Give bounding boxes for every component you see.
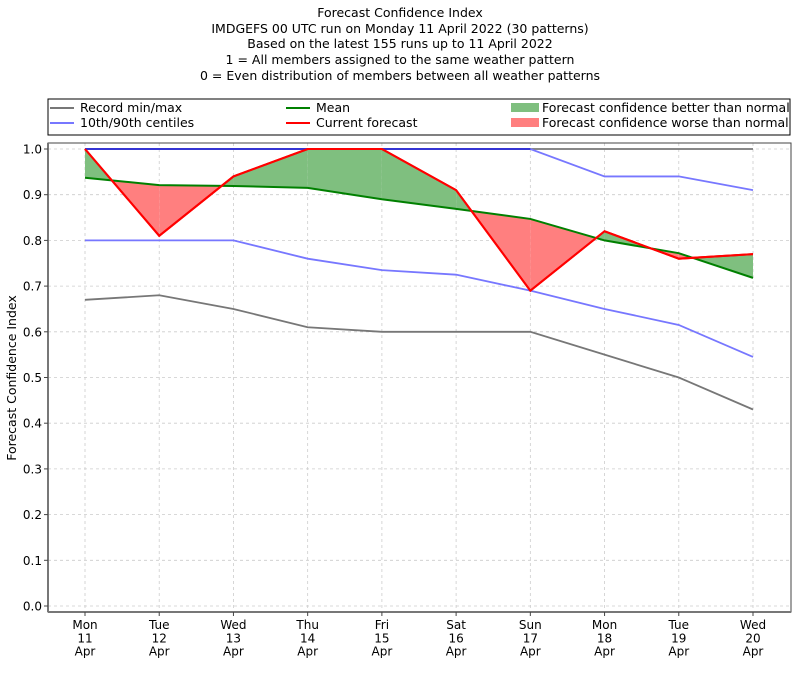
x-tick-label-month: Apr [75, 645, 96, 659]
legend-label-current-forecast: Current forecast [316, 115, 418, 130]
y-tick-label: 0.2 [23, 508, 42, 522]
x-tick-label-month: Apr [520, 645, 541, 659]
fill-better-than-normal [233, 149, 308, 188]
y-tick-label: 0.9 [23, 188, 42, 202]
x-tick-label-month: Apr [149, 645, 170, 659]
fill-better-than-normal [381, 149, 457, 209]
fill-worse-than-normal [530, 218, 597, 291]
x-tick-label-month: Apr [297, 645, 318, 659]
x-tick-label-date: 17 [523, 631, 538, 645]
line-current-forecast-top [84, 148, 754, 293]
chart-subtitle-run: IMDGEFS 00 UTC run on Monday 11 April 20… [211, 20, 589, 36]
legend-label-record-min-max: Record min/max [80, 100, 182, 115]
axes: 0.00.10.20.30.40.50.60.70.80.91.0Mon11Ap… [23, 142, 792, 659]
legend-box [47, 98, 791, 136]
x-tick-label-day: Thu [295, 618, 319, 632]
x-tick-label-day: Sun [519, 618, 542, 632]
chart-subtitle-one-meaning: 1 = All members assigned to the same wea… [225, 52, 575, 68]
chart-title: Forecast Confidence Index [317, 5, 483, 20]
legend-label-10th-90th-centiles: 10th/90th centiles [80, 115, 194, 130]
chart-subtitle-zero-meaning: 0 = Even distribution of members between… [199, 67, 601, 83]
x-tick-label-day: Mon [72, 618, 97, 632]
chart-subtitle-basis: Based on the latest 155 runs up to 11 Ap… [247, 36, 553, 52]
x-tick-label-month: Apr [446, 645, 467, 659]
x-tick-label-day: Wed [740, 618, 766, 632]
y-axis-label: Forecast Confidence Index [4, 295, 19, 461]
legend-swatch-forecast-confidence-worse-than-normal [511, 118, 539, 127]
x-tick-label-date: 18 [597, 631, 612, 645]
y-tick-label: 0.0 [23, 600, 42, 614]
x-tick-label-month: Apr [223, 645, 244, 659]
legend-label-mean: Mean [316, 100, 350, 115]
x-tick-label-month: Apr [743, 645, 764, 659]
x-tick-label-date: 14 [300, 631, 315, 645]
x-tick-label-day: Fri [375, 618, 389, 632]
y-tick-label: 0.6 [23, 325, 42, 339]
chart-title-block: Forecast Confidence Index IMDGEFS 00 UTC… [0, 5, 800, 84]
x-tick-label-date: 12 [152, 631, 167, 645]
x-tick-label-date: 19 [671, 631, 686, 645]
x-tick-label-day: Mon [592, 618, 617, 632]
legend-label-forecast-confidence-better-than-normal: Forecast confidence better than normal [542, 100, 790, 115]
line-record-min [84, 294, 754, 411]
y-tick-label: 0.5 [23, 371, 42, 385]
x-tick-label-day: Sat [446, 618, 466, 632]
line-mean [84, 176, 754, 279]
legend-label-forecast-confidence-worse-than-normal: Forecast confidence worse than normal [542, 115, 789, 130]
x-tick-label-date: 13 [226, 631, 241, 645]
y-tick-label: 1.0 [23, 143, 42, 157]
legend-swatch-forecast-confidence-better-than-normal [511, 103, 539, 112]
y-tick-label: 0.1 [23, 554, 42, 568]
x-tick-label-month: Apr [668, 645, 689, 659]
x-tick-label-month: Apr [594, 645, 615, 659]
y-tick-label: 0.4 [23, 417, 42, 431]
line-10th-centile [85, 239, 754, 358]
fill-better-than-normal [307, 149, 382, 200]
y-tick-label: 0.7 [23, 280, 42, 294]
x-tick-label-date: 20 [745, 631, 760, 645]
x-tick-label-day: Tue [668, 618, 690, 632]
x-tick-label-date: 16 [448, 631, 463, 645]
x-tick-label-date: 15 [374, 631, 389, 645]
x-tick-label-date: 11 [77, 631, 92, 645]
y-tick-label: 0.8 [23, 234, 42, 248]
x-tick-label-month: Apr [372, 645, 393, 659]
x-tick-label-day: Wed [220, 618, 246, 632]
series-lines [84, 148, 754, 411]
x-tick-label-day: Tue [148, 618, 170, 632]
y-tick-label: 0.3 [23, 462, 42, 476]
